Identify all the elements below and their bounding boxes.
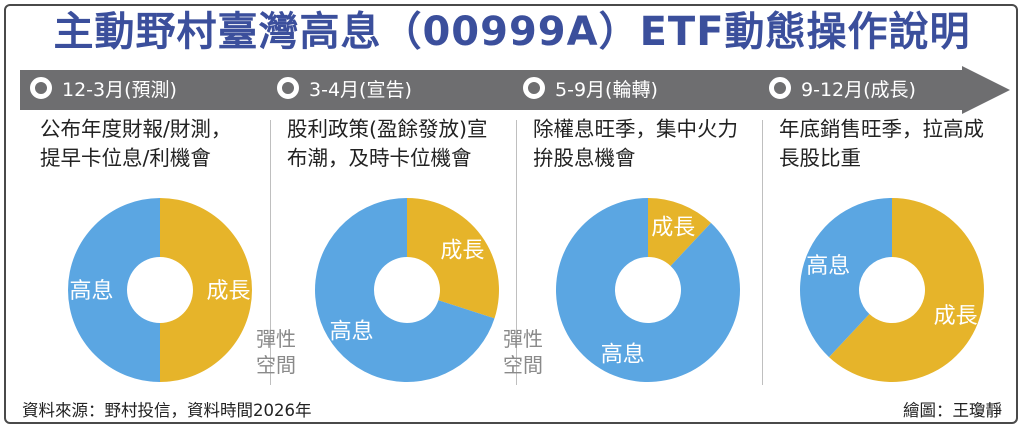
timeline-period-label: 9-12月(成長): [801, 78, 916, 101]
circle-marker-icon: [277, 77, 299, 99]
graphic-credit: 繪圖：王瓊靜: [903, 401, 1002, 420]
donut-slice-high-yield: [800, 198, 892, 358]
slice-label: 高息: [69, 279, 113, 304]
timeline-arrow: [20, 66, 1010, 114]
donut-slice-growth: [648, 198, 711, 266]
column-divider: [270, 120, 271, 385]
period-description-line: 年底銷售旺季，拉高成: [779, 117, 984, 141]
period-description-line: 長股比重: [779, 146, 861, 170]
circle-marker-icon: [769, 77, 791, 99]
donut-slice-high-yield: [555, 198, 740, 382]
period-description: 股利政策(盈餘發放)宣 布潮，及時卡位機會: [287, 115, 488, 173]
slice-label: 高息: [330, 319, 374, 344]
flex-space-label: 彈性: [256, 327, 296, 351]
period-description-line: 提早卡位息/利機會: [40, 146, 211, 170]
figure-frame: [4, 4, 1018, 424]
column-divider: [516, 120, 517, 385]
period-description: 年底銷售旺季，拉高成 長股比重: [779, 115, 984, 173]
circle-marker-icon: [523, 77, 545, 99]
timeline-period-label: 12-3月(預測): [62, 78, 177, 101]
flex-space-label: 空間: [503, 353, 543, 377]
period-description-line: 除權息旺季，集中火力: [533, 117, 738, 141]
slice-label: 成長: [934, 304, 978, 329]
period-description: 公布年度財報/財測， 提早卡位息/利機會: [40, 115, 231, 173]
slice-label: 高息: [601, 343, 645, 368]
period-description-line: 股利政策(盈餘發放)宣: [287, 117, 488, 141]
donut-slice-growth: [407, 198, 499, 319]
circle-marker-icon: [30, 77, 52, 99]
column-divider: [762, 120, 763, 385]
slice-label: 成長: [651, 215, 695, 240]
slice-label: 成長: [206, 279, 250, 304]
slice-label: 成長: [440, 239, 484, 264]
slice-label: 高息: [806, 254, 850, 279]
donut-slice-growth: [160, 198, 252, 382]
timeline-period-4: 9-12月(成長): [769, 73, 916, 103]
timeline-period-label: 5-9月(輪轉): [555, 78, 658, 101]
timeline-period-1: 12-3月(預測): [30, 73, 177, 103]
timeline-period-label: 3-4月(宣告): [309, 78, 412, 101]
period-description: 除權息旺季，集中火力 拚股息機會: [533, 115, 738, 173]
flex-space-label: 空間: [256, 353, 296, 377]
donut-slice-growth: [829, 198, 984, 382]
timeline-arrow-shape: [20, 66, 1010, 114]
period-description-line: 公布年度財報/財測，: [40, 117, 232, 141]
timeline-period-2: 3-4月(宣告): [277, 73, 412, 103]
donut-slice-high-yield: [315, 198, 495, 382]
timeline-period-3: 5-9月(輪轉): [523, 73, 658, 103]
period-description-line: 布潮，及時卡位機會: [287, 146, 472, 170]
flex-space-label: 彈性: [503, 327, 543, 351]
chart-title: 主動野村臺灣高息（00999A）ETF動態操作說明: [53, 9, 971, 55]
period-description-line: 拚股息機會: [533, 146, 636, 170]
donut-slice-high-yield: [68, 198, 160, 382]
source-note: 資料來源：野村投信，資料時間2026年: [22, 401, 312, 420]
